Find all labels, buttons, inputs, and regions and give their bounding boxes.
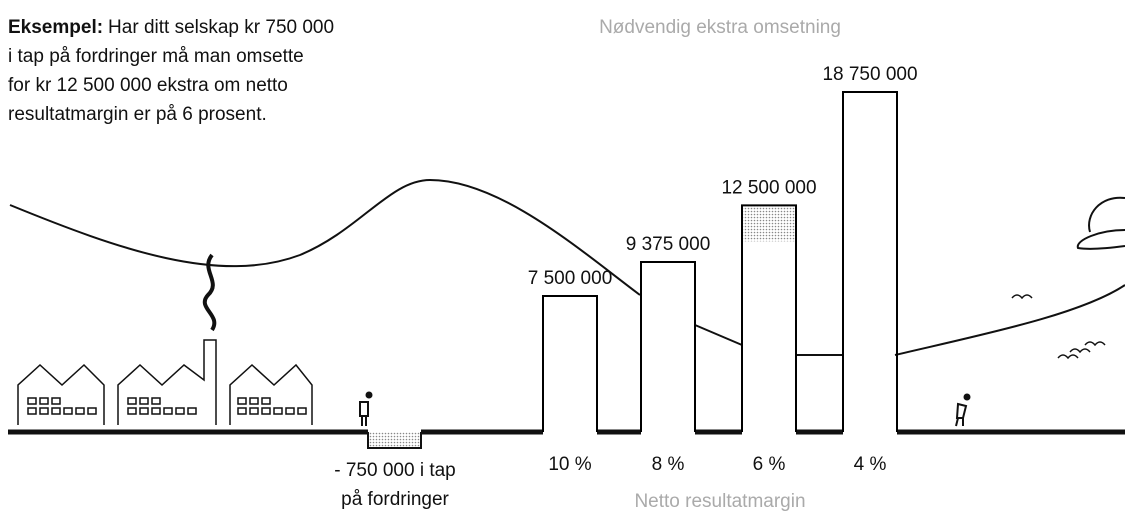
note-line: i tap på fordringer må man omsette xyxy=(8,46,304,67)
value-label: 9 375 000 xyxy=(626,234,711,255)
value-label: 18 750 000 xyxy=(822,64,917,85)
note-line: Har ditt selskap kr 750 000 xyxy=(108,17,334,38)
cloud xyxy=(1076,196,1125,250)
factories xyxy=(17,339,313,425)
value-label: 12 500 000 xyxy=(721,177,816,198)
x-tick-label: 10 % xyxy=(548,454,591,475)
smoke xyxy=(202,253,217,332)
bar xyxy=(741,204,797,432)
loss-line: på fordringer xyxy=(341,489,449,510)
birds xyxy=(1011,294,1106,360)
value-label: 7 500 000 xyxy=(528,268,613,289)
note-line: for kr 12 500 000 ekstra om netto xyxy=(8,75,288,96)
loss-line: - 750 000 i tap xyxy=(334,460,455,481)
hill xyxy=(9,178,1125,356)
note: Har ditt selskap kr 750 000 i tap på ford… xyxy=(8,17,334,125)
loss-pit xyxy=(368,432,421,448)
people xyxy=(359,391,971,427)
chart-title: Nødvendig ekstra omsetning xyxy=(599,17,841,38)
bar xyxy=(542,295,598,432)
note-line: resultatmargin er på 6 prosent. xyxy=(8,104,267,125)
x-tick-label: 8 % xyxy=(652,454,685,475)
note-label: Eksempel: xyxy=(8,17,103,38)
x-axis-label: Netto resultatmargin xyxy=(634,491,805,512)
x-tick-label: 4 % xyxy=(854,454,887,475)
bar xyxy=(842,91,898,432)
bar xyxy=(640,261,696,432)
loss-label: - 750 000 i tap på fordringer xyxy=(334,460,455,510)
loss-pit-outline xyxy=(367,432,422,449)
x-tick-label: 6 % xyxy=(753,454,786,475)
bar-shade xyxy=(742,205,796,242)
